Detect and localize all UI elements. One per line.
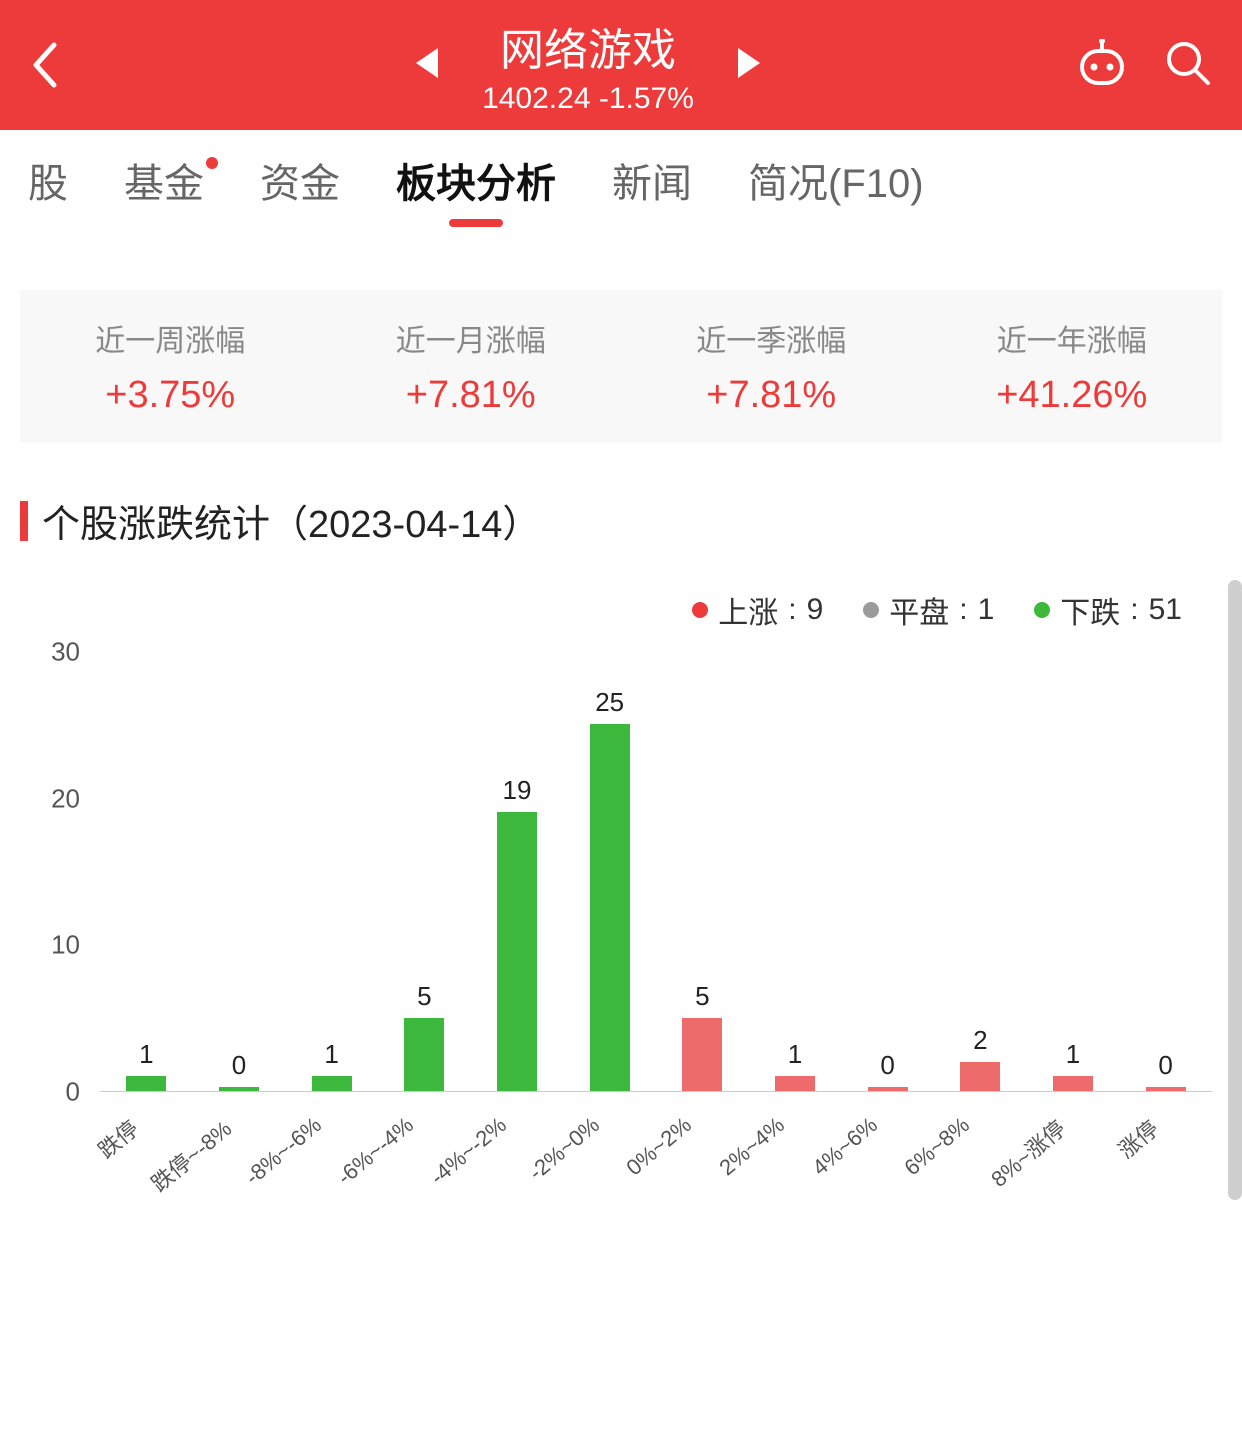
chevron-left-icon xyxy=(30,41,58,89)
header-center: 网络游戏 1402.24 -1.57% xyxy=(100,14,1076,116)
bar-value-label: 5 xyxy=(394,981,454,1012)
legend-up-label: 上涨 xyxy=(718,588,778,632)
bar-value-label: 19 xyxy=(487,775,547,806)
chart-legend: 上涨: 9 平盘: 1 下跌: 51 xyxy=(0,588,1182,632)
tab-4[interactable]: 新闻 xyxy=(584,151,720,209)
legend-up: 上涨: 9 xyxy=(692,588,823,632)
period-stat-label: 近一年涨幅 xyxy=(922,316,1223,360)
x-label: 4%~6% xyxy=(807,1112,882,1181)
x-label: 跌停 xyxy=(91,1112,145,1165)
x-label: -6%~-4% xyxy=(333,1112,419,1190)
bar-value-label: 5 xyxy=(672,981,732,1012)
bar xyxy=(775,1076,815,1091)
period-stat-label: 近一月涨幅 xyxy=(321,316,622,360)
legend-flat-value: 1 xyxy=(978,593,995,627)
bar xyxy=(590,724,630,1091)
badge-dot xyxy=(206,157,218,169)
legend-down-label: 下跌 xyxy=(1060,588,1120,632)
legend-flat: 平盘: 1 xyxy=(863,588,994,632)
x-label: -8%~-6% xyxy=(240,1112,326,1190)
period-stat-value: +7.81% xyxy=(321,374,622,417)
bar xyxy=(126,1076,166,1091)
plot-area: 1 0 1 5 19 25 5 1 0 2 1 0 xyxy=(100,652,1212,1092)
search-icon xyxy=(1164,39,1212,87)
y-tick: 10 xyxy=(51,930,80,961)
prev-button[interactable] xyxy=(412,46,442,85)
title-block: 网络游戏 1402.24 -1.57% xyxy=(482,14,694,116)
bar xyxy=(1146,1087,1186,1091)
y-tick: 30 xyxy=(51,637,80,668)
robot-button[interactable] xyxy=(1076,39,1128,92)
page-title: 网络游戏 xyxy=(482,14,694,78)
tab-0[interactable]: 股 xyxy=(0,151,96,209)
bar-value-label: 1 xyxy=(116,1039,176,1070)
legend-up-value: 9 xyxy=(807,593,824,627)
bar xyxy=(312,1076,352,1091)
period-stat-label: 近一季涨幅 xyxy=(621,316,922,360)
x-label: 涨停 xyxy=(1110,1112,1164,1165)
x-label: 6%~8% xyxy=(900,1112,975,1181)
tab-5[interactable]: 简况(F10) xyxy=(720,151,952,209)
bar xyxy=(960,1062,1000,1091)
legend-down: 下跌: 51 xyxy=(1034,588,1182,632)
y-tick: 20 xyxy=(51,783,80,814)
bar-value-label: 0 xyxy=(209,1050,269,1081)
scrollbar[interactable] xyxy=(1228,580,1242,1200)
bar-value-label: 1 xyxy=(302,1039,362,1070)
header-actions xyxy=(1076,39,1212,92)
bar-value-label: 2 xyxy=(950,1025,1010,1056)
x-label: 2%~4% xyxy=(714,1112,789,1181)
bar-value-label: 0 xyxy=(858,1050,918,1081)
legend-down-value: 51 xyxy=(1149,593,1182,627)
bar-value-label: 1 xyxy=(765,1039,825,1070)
period-stats: 近一周涨幅+3.75%近一月涨幅+7.81%近一季涨幅+7.81%近一年涨幅+4… xyxy=(20,290,1222,443)
x-label: -4%~-2% xyxy=(425,1112,511,1190)
legend-flat-label: 平盘 xyxy=(889,588,949,632)
x-axis: 跌停跌停~-8%-8%~-6%-6%~-4%-4%~-2%-2%~0%0%~2%… xyxy=(100,1102,1212,1212)
y-axis: 0102030 xyxy=(30,652,90,1092)
triangle-left-icon xyxy=(412,46,442,80)
section-title: 个股涨跌统计（2023-04-14） xyxy=(20,493,1222,548)
bar xyxy=(868,1087,908,1091)
period-stat-0: 近一周涨幅 +3.75% xyxy=(20,316,321,417)
bar-value-label: 25 xyxy=(580,687,640,718)
bar xyxy=(1053,1076,1093,1091)
legend-dot-up xyxy=(692,602,708,618)
bar xyxy=(682,1018,722,1091)
y-tick: 0 xyxy=(66,1077,80,1108)
period-stat-value: +41.26% xyxy=(922,374,1223,417)
price-line: 1402.24 -1.57% xyxy=(482,82,694,116)
next-button[interactable] xyxy=(734,46,764,85)
bar xyxy=(219,1087,259,1091)
bar xyxy=(497,812,537,1091)
bar xyxy=(404,1018,444,1091)
period-stat-label: 近一周涨幅 xyxy=(20,316,321,360)
robot-icon xyxy=(1076,39,1128,87)
legend-dot-down xyxy=(1034,602,1050,618)
app-header: 网络游戏 1402.24 -1.57% xyxy=(0,0,1242,130)
tab-1[interactable]: 基金 xyxy=(96,151,232,209)
period-stat-value: +3.75% xyxy=(20,374,321,417)
bar-value-label: 0 xyxy=(1136,1050,1196,1081)
triangle-right-icon xyxy=(734,46,764,80)
legend-dot-flat xyxy=(863,602,879,618)
back-button[interactable] xyxy=(30,41,100,89)
period-stat-value: +7.81% xyxy=(621,374,922,417)
tab-2[interactable]: 资金 xyxy=(232,151,368,209)
section-title-text: 个股涨跌统计（2023-04-14） xyxy=(42,493,540,548)
distribution-chart: 0102030 10151925510210 跌停跌停~-8%-8%~-6%-6… xyxy=(30,652,1212,1212)
period-stat-2: 近一季涨幅 +7.81% xyxy=(621,316,922,417)
price-change: -1.57% xyxy=(599,82,694,115)
period-stat-1: 近一月涨幅 +7.81% xyxy=(321,316,622,417)
price-value: 1402.24 xyxy=(482,82,590,115)
bar-value-label: 1 xyxy=(1043,1039,1103,1070)
x-label: 0%~2% xyxy=(622,1112,697,1181)
period-stat-3: 近一年涨幅 +41.26% xyxy=(922,316,1223,417)
x-label: 8%~涨停 xyxy=(983,1112,1071,1194)
x-label: 跌停~-8% xyxy=(143,1112,237,1198)
x-label: -2%~0% xyxy=(523,1112,604,1186)
tab-bar: 股基金资金板块分析新闻简况(F10) xyxy=(0,130,1242,230)
tab-3[interactable]: 板块分析 xyxy=(368,151,584,209)
search-button[interactable] xyxy=(1164,39,1212,92)
